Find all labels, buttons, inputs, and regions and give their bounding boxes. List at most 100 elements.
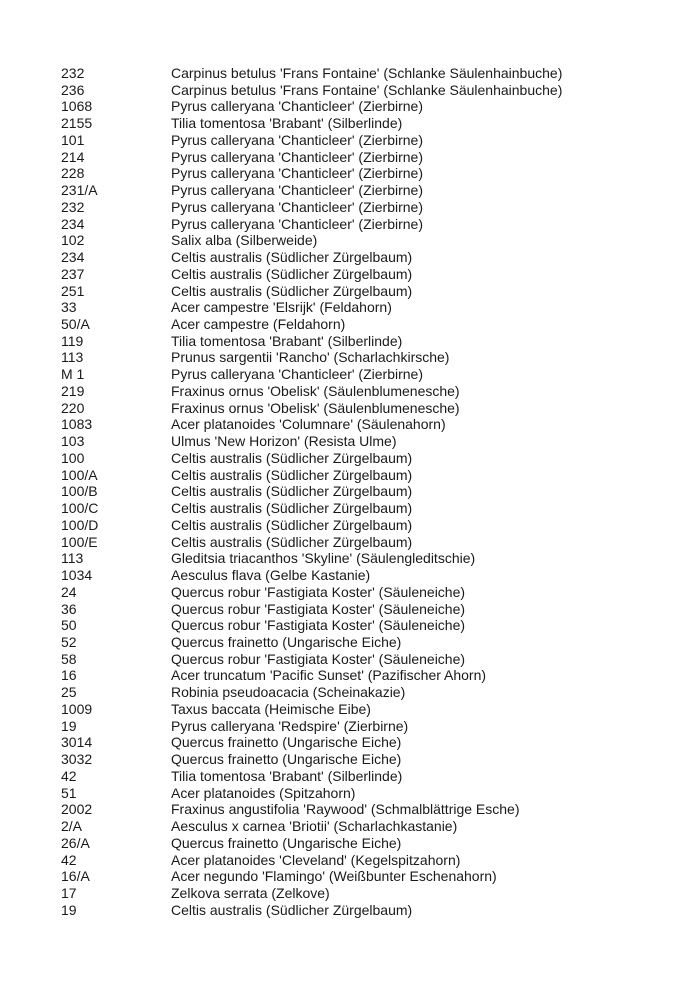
tree-number: 100/D bbox=[61, 516, 99, 533]
tree-number: 50 bbox=[61, 617, 77, 634]
tree-species: Tilia tomentosa 'Brabant' (Silberlinde) bbox=[171, 767, 403, 784]
tree-species: Quercus frainetto (Ungarische Eiche) bbox=[171, 834, 402, 851]
tree-species: Pyrus calleryana 'Chanticleer' (Zierbirn… bbox=[171, 198, 423, 215]
list-item: 33 Acer campestre 'Elsrijk' (Feldahorn) bbox=[61, 299, 562, 316]
tree-species: Quercus frainetto (Ungarische Eiche) bbox=[171, 734, 402, 751]
list-item: 234 Celtis australis (Südlicher Zürgelbau… bbox=[61, 249, 562, 266]
list-item: 58 Quercus robur 'Fastigiata Koster' (Säu… bbox=[61, 651, 562, 668]
tree-number: 113 bbox=[61, 550, 84, 567]
tree-number: 103 bbox=[61, 433, 85, 450]
tree-number: 42 bbox=[61, 851, 77, 868]
tree-number: 2155 bbox=[61, 115, 93, 132]
tree-species: Acer platanoides 'Columnare' (Säulenahor… bbox=[171, 416, 446, 433]
tree-species: Pyrus calleryana 'Chanticleer' (Zierbirn… bbox=[171, 215, 423, 232]
list-item: 102 Salix alba (Silberweide) bbox=[61, 232, 562, 249]
list-item: 2002 Fraxinus angustifolia 'Raywood' (Sch… bbox=[61, 801, 562, 818]
list-item: 1034 Aesculus flava (Gelbe Kastanie) bbox=[61, 567, 562, 584]
tree-number: 237 bbox=[61, 265, 85, 282]
tree-species: Quercus frainetto (Ungarische Eiche) bbox=[171, 633, 402, 650]
tree-species: Quercus frainetto (Ungarische Eiche) bbox=[171, 751, 402, 768]
tree-number: 1068 bbox=[61, 98, 93, 115]
list-item: 100/A Celtis australis (Südlicher Zürgelb… bbox=[61, 467, 562, 484]
list-item: 232 Pyrus calleryana 'Chanticleer' (Zierb… bbox=[61, 199, 562, 216]
tree-species: Tilia tomentosa 'Brabant' (Silberlinde) bbox=[171, 115, 403, 132]
tree-species: Prunus sargentii 'Rancho' (Scharlachkirs… bbox=[171, 349, 450, 366]
list-item: 232 Carpinus betulus 'Frans Fontaine' (Sc… bbox=[61, 65, 562, 82]
list-item: 36 Quercus robur 'Fastigiata Koster' (Säu… bbox=[61, 601, 562, 618]
tree-number: 234 bbox=[61, 215, 85, 232]
tree-number: 100/B bbox=[61, 483, 98, 500]
tree-number: 50/A bbox=[61, 316, 90, 333]
tree-number: 33 bbox=[61, 299, 77, 316]
tree-number: 214 bbox=[61, 148, 85, 165]
tree-species: Salix alba (Silberweide) bbox=[171, 232, 318, 249]
tree-species: Celtis australis (Südlicher Zürgelbaum) bbox=[171, 466, 413, 483]
list-item: 42 Acer platanoides 'Cleveland' (Kegelspi… bbox=[61, 852, 562, 869]
list-item: 50/A Acer campestre (Feldahorn) bbox=[61, 316, 562, 333]
tree-number: 42 bbox=[61, 767, 77, 784]
list-item: 100/C Celtis australis (Südlicher Zürgelb… bbox=[61, 500, 562, 517]
tree-number: 100 bbox=[61, 449, 85, 466]
tree-number: 3014 bbox=[61, 734, 93, 751]
tree-number: 16/A bbox=[61, 868, 90, 885]
tree-species: Acer platanoides 'Cleveland' (Kegelspitz… bbox=[171, 851, 461, 868]
list-item: 113 Prunus sargentii 'Rancho' (Scharlachk… bbox=[61, 349, 562, 366]
list-item: 50 Quercus robur 'Fastigiata Koster' (Säu… bbox=[61, 617, 562, 634]
tree-species: Celtis australis (Südlicher Zürgelbaum) bbox=[171, 516, 413, 533]
tree-number: 1083 bbox=[61, 416, 93, 433]
tree-number: 19 bbox=[61, 901, 77, 918]
tree-species: Pyrus calleryana 'Chanticleer' (Zierbirn… bbox=[171, 148, 423, 165]
tree-species: Celtis australis (Südlicher Zürgelbaum) bbox=[171, 282, 413, 299]
list-item: 3032 Quercus frainetto (Ungarische Eiche) bbox=[61, 751, 562, 768]
list-item: 101 Pyrus calleryana 'Chanticleer' (Zierb… bbox=[61, 132, 562, 149]
tree-species: Celtis australis (Südlicher Zürgelbaum) bbox=[171, 483, 413, 500]
tree-species: Pyrus calleryana 'Chanticleer' (Zierbirn… bbox=[171, 98, 423, 115]
tree-species: Gleditsia triacanthos 'Skyline' (Säuleng… bbox=[171, 550, 476, 567]
tree-species: Taxus baccata (Heimische Eibe) bbox=[171, 700, 371, 717]
tree-species: Celtis australis (Südlicher Zürgelbaum) bbox=[171, 533, 413, 550]
list-item: 2/A Aesculus x carnea 'Briotii' (Scharlac… bbox=[61, 818, 562, 835]
list-item: 26/A Quercus frainetto (Ungarische Eiche) bbox=[61, 835, 562, 852]
tree-number: 113 bbox=[61, 349, 84, 366]
tree-species: Celtis australis (Südlicher Zürgelbaum) bbox=[171, 500, 413, 517]
tree-number: 52 bbox=[61, 633, 77, 650]
tree-species: Carpinus betulus 'Frans Fontaine' (Schla… bbox=[171, 65, 563, 81]
tree-species: Fraxinus angustifolia 'Raywood' (Schmalb… bbox=[171, 801, 520, 818]
list-item: 52 Quercus frainetto (Ungarische Eiche) bbox=[61, 634, 562, 651]
list-item: 17 Zelkova serrata (Zelkove) bbox=[61, 885, 562, 902]
tree-list: 232 Carpinus betulus 'Frans Fontaine' (Sc… bbox=[61, 65, 562, 918]
list-item: 24 Quercus robur 'Fastigiata Koster' (Säu… bbox=[61, 584, 562, 601]
list-item: 42 Tilia tomentosa 'Brabant' (Silberlinde… bbox=[61, 768, 562, 785]
tree-number: 236 bbox=[61, 81, 85, 98]
tree-species: Pyrus calleryana 'Chanticleer' (Zierbirn… bbox=[171, 366, 423, 383]
tree-number: 219 bbox=[61, 382, 85, 399]
tree-number: M 1 bbox=[61, 366, 85, 383]
tree-number: 234 bbox=[61, 249, 85, 266]
tree-number: 251 bbox=[61, 282, 85, 299]
list-item: 1083 Acer platanoides 'Columnare' (Säulen… bbox=[61, 416, 562, 433]
tree-species: Pyrus calleryana 'Chanticleer' (Zierbirn… bbox=[171, 131, 423, 148]
list-item: 100/B Celtis australis (Südlicher Zürgelb… bbox=[61, 483, 562, 500]
tree-species: Quercus robur 'Fastigiata Koster' (Säule… bbox=[171, 617, 466, 634]
list-item: 1009 Taxus baccata (Heimische Eibe) bbox=[61, 701, 562, 718]
list-item: 219 Fraxinus ornus 'Obelisk' (Säulenblume… bbox=[61, 383, 562, 400]
list-item: 228 Pyrus calleryana 'Chanticleer' (Zierb… bbox=[61, 165, 562, 182]
tree-number: 102 bbox=[61, 232, 85, 249]
tree-species: Celtis australis (Südlicher Zürgelbaum) bbox=[171, 249, 413, 266]
list-item: 234 Pyrus calleryana 'Chanticleer' (Zierb… bbox=[61, 216, 562, 233]
tree-species: Acer campestre 'Elsrijk' (Feldahorn) bbox=[171, 299, 392, 316]
tree-number: 232 bbox=[61, 65, 85, 81]
list-item: 2155 Tilia tomentosa 'Brabant' (Silberlin… bbox=[61, 115, 562, 132]
list-item: 236 Carpinus betulus 'Frans Fontaine' (Sc… bbox=[61, 82, 562, 99]
tree-number: 220 bbox=[61, 399, 85, 416]
tree-number: 24 bbox=[61, 583, 77, 600]
tree-species: Zelkova serrata (Zelkove) bbox=[171, 884, 330, 901]
tree-species: Aesculus flava (Gelbe Kastanie) bbox=[171, 567, 371, 584]
tree-species: Tilia tomentosa 'Brabant' (Silberlinde) bbox=[171, 332, 403, 349]
list-item: 51 Acer platanoides (Spitzahorn) bbox=[61, 785, 562, 802]
tree-species: Quercus robur 'Fastigiata Koster' (Säule… bbox=[171, 583, 466, 600]
list-item: 16 Acer truncatum 'Pacific Sunset' (Pazif… bbox=[61, 667, 562, 684]
list-item: 19 Celtis australis (Südlicher Zürgelbaum… bbox=[61, 902, 562, 919]
list-item: 251 Celtis australis (Südlicher Zürgelbau… bbox=[61, 283, 562, 300]
tree-species: Celtis australis (Südlicher Zürgelbaum) bbox=[171, 265, 413, 282]
